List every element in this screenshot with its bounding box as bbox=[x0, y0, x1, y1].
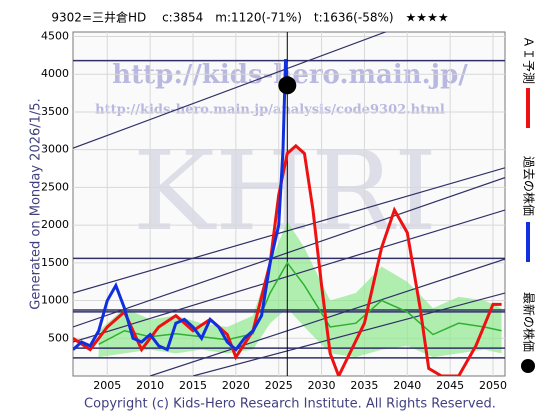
x-tick-label: 2015 bbox=[179, 379, 207, 392]
latest-point bbox=[278, 76, 297, 95]
watermark-page: http://kids-hero.main.jp/analysis/code93… bbox=[95, 103, 445, 118]
trend-line bbox=[149, 258, 505, 376]
chart-title: 9302=三井倉HD c:3854 m:1120(-71%) t:1636(-5… bbox=[51, 10, 448, 25]
y-tick-label: 4000 bbox=[41, 67, 69, 80]
x-tick-label: 2050 bbox=[479, 379, 507, 392]
legend-label: 過去の株価 bbox=[522, 156, 537, 216]
y-tick-label: 2500 bbox=[41, 180, 69, 193]
x-tick-label: 2040 bbox=[393, 379, 421, 392]
y-tick-label: 2000 bbox=[41, 218, 69, 231]
y-tick-label: 3500 bbox=[41, 105, 69, 118]
forecast-band bbox=[98, 221, 502, 358]
y-tick-label: 1000 bbox=[41, 294, 69, 307]
plot-layer bbox=[73, 32, 505, 376]
y-tick-label: 500 bbox=[48, 331, 69, 344]
y-tick-label: 4500 bbox=[41, 30, 69, 43]
series-line bbox=[73, 59, 289, 352]
x-tick-label: 2010 bbox=[136, 379, 164, 392]
trend-line bbox=[192, 292, 505, 376]
trend-line bbox=[73, 177, 505, 328]
series-line bbox=[73, 143, 502, 376]
x-tick-label: 2035 bbox=[350, 379, 378, 392]
x-tick-label: 2025 bbox=[265, 379, 293, 392]
trend-line bbox=[73, 167, 505, 294]
x-tick-label: 2005 bbox=[93, 379, 121, 392]
trend-line bbox=[73, 209, 505, 343]
y-tick-label: 3000 bbox=[41, 143, 69, 156]
x-tick-label: 2030 bbox=[308, 379, 336, 392]
trend-line bbox=[73, 32, 388, 149]
generated-note: Generated on Monday 2026/1/5. bbox=[29, 98, 44, 309]
y-tick-label: 1500 bbox=[41, 256, 69, 269]
copyright: Copyright (c) Kids-Hero Research Institu… bbox=[84, 397, 496, 412]
legend-label: 最新の株価 bbox=[522, 292, 537, 352]
x-tick-label: 2020 bbox=[222, 379, 250, 392]
legend-swatch bbox=[521, 359, 535, 373]
x-tick-label: 2045 bbox=[436, 379, 464, 392]
legend-label: ＡＩ予測 bbox=[522, 36, 536, 84]
